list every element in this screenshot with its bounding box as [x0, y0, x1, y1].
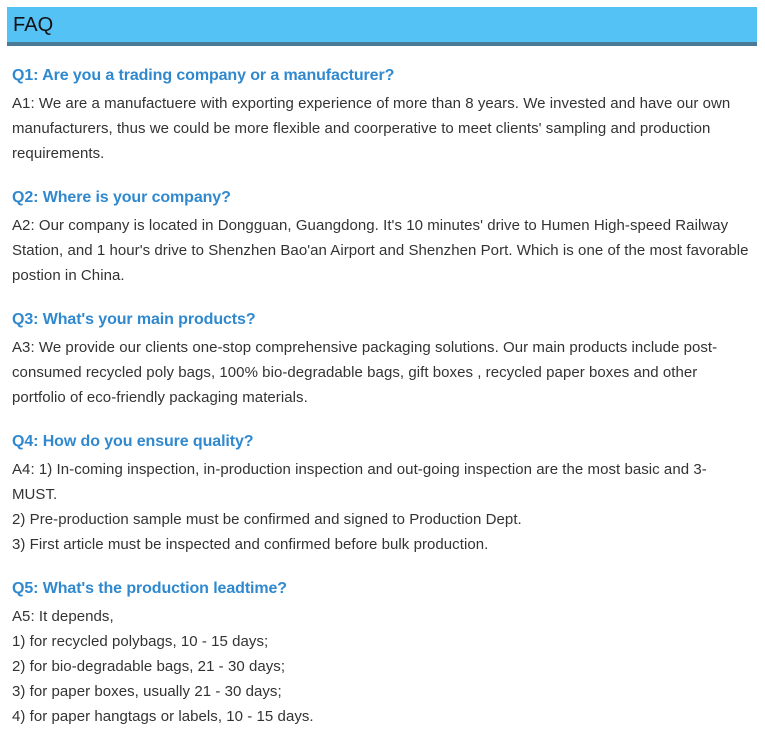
faq-answer-line: 2) Pre-production sample must be confirm… [12, 511, 522, 528]
faq-answer-line: 2) for bio-degradable bags, 21 - 30 days… [12, 658, 286, 675]
faq-answer: A3: We provide our clients one-stop comp… [12, 335, 752, 410]
faq-question: Q5: What's the production leadtime? [12, 580, 287, 597]
faq-answer-line: A5: It depends, [12, 608, 114, 625]
faq-item: Q1: Are you a trading company or a manuf… [12, 65, 752, 166]
faq-answer: A4: 1) In-coming inspection, in-producti… [12, 457, 752, 557]
faq-answer-line: 4) for paper hangtags or labels, 10 - 15… [12, 708, 314, 725]
faq-item: Q4: How do you ensure quality? A4: 1) In-… [12, 431, 752, 557]
faq-answer-line: 3) First article must be inspected and c… [12, 536, 489, 553]
faq-question: Q2: Where is your company? [12, 189, 231, 206]
faq-question: Q4: How do you ensure quality? [12, 433, 254, 450]
faq-item: Q5: What's the production leadtime? A5: I… [12, 578, 752, 729]
faq-question: Q1: Are you a trading company or a manuf… [12, 67, 395, 84]
faq-answer-line: 1) for recycled polybags, 10 - 15 days; [12, 633, 269, 650]
faq-answer: A5: It depends, 1) for recycled polybags,… [12, 604, 752, 729]
faq-answer: A2: Our company is located in Dongguan, … [12, 213, 752, 288]
faq-answer-line: A4: 1) In-coming inspection, in-producti… [12, 461, 707, 503]
faq-answer-line: A2: Our company is located in Dongguan, … [12, 217, 749, 284]
faq-header-bar: FAQ [7, 7, 757, 46]
faq-list: Q1: Are you a trading company or a manuf… [12, 65, 752, 729]
faq-item: Q3: What's your main products? A3: We pro… [12, 309, 752, 410]
faq-answer: A1: We are a manufactuere with exporting… [12, 91, 752, 166]
faq-question: Q3: What's your main products? [12, 311, 256, 328]
faq-answer-line: 3) for paper boxes, usually 21 - 30 days… [12, 683, 282, 700]
faq-answer-line: A3: We provide our clients one-stop comp… [12, 339, 718, 406]
faq-item: Q2: Where is your company? A2: Our compan… [12, 187, 752, 288]
page-title: FAQ [13, 14, 54, 36]
faq-answer-line: A1: We are a manufactuere with exporting… [12, 95, 731, 162]
